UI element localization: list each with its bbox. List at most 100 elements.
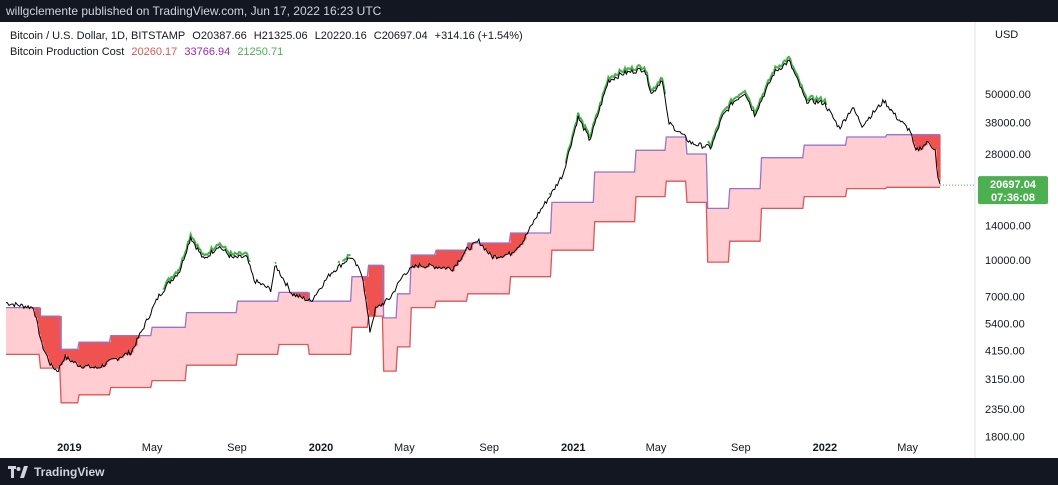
ohlc-open: O20387.66 [192,30,247,42]
deficit-segment [494,243,496,256]
deficit-segment [37,307,40,324]
deficit-segment [121,335,124,358]
deficit-segment [455,250,458,266]
deficit-segment [51,316,54,364]
deficit-segment [105,342,108,366]
ohlc-close: C20697.04 [373,30,428,42]
deficit-segment [90,342,93,368]
y-tick-label: 38000.00 [985,118,1031,130]
deficit-segment [922,134,925,147]
deficit-segment [369,265,372,317]
deficit-segment [434,255,437,269]
deficit-segment [108,342,110,361]
y-tick-label: 2350.00 [985,404,1025,416]
publish-note: willgclemente published on TradingView.c… [0,0,1058,22]
deficit-segment [458,250,461,261]
deficit-segment [61,349,64,365]
deficit-segment [79,342,82,367]
deficit-segment [411,255,414,268]
deficit-segment [520,233,523,245]
deficit-segment [481,243,484,246]
deficit-segment [491,243,494,256]
x-tick-label: Sep [227,442,247,454]
deficit-segment [381,265,383,307]
indicator-legend-row[interactable]: Bitcoin Production Cost 20260.17 33766.9… [10,44,527,60]
deficit-segment [103,342,106,367]
y-tick-label: 4150.00 [985,346,1025,358]
deficit-segment [48,316,51,362]
deficit-segment [106,342,109,362]
price-chart[interactable]: USD50000.0038000.0028000.0020000.0014000… [0,22,1058,458]
deficit-segment [109,342,112,360]
deficit-segment [98,342,101,368]
symbol-title: Bitcoin / U.S. Dollar, 1D, BITSTAMP [10,30,186,42]
deficit-segment [426,255,429,267]
deficit-segment [429,255,432,264]
chart-panel[interactable]: USD50000.0038000.0028000.0020000.0014000… [0,22,1058,458]
indicator-value-lower: 20260.17 [131,46,178,58]
deficit-segment [294,292,297,294]
deficit-segment [40,316,43,339]
price-change: +314.16 (+1.54%) [434,30,523,42]
deficit-segment [432,255,434,266]
deficit-segment [371,265,374,317]
deficit-segment [303,292,306,297]
deficit-segment [87,342,90,366]
tradingview-brand[interactable]: TradingView [8,464,104,480]
deficit-segment [433,255,436,267]
symbol-legend-row[interactable]: Bitcoin / U.S. Dollar, 1D, BITSTAMP O203… [10,28,527,44]
deficit-segment [125,335,128,353]
deficit-segment [488,243,491,254]
deficit-segment [928,134,931,142]
deficit-segment [306,292,309,301]
deficit-segment [438,250,441,267]
x-tick-label: 2022 [813,442,837,454]
deficit-segment [503,243,506,257]
deficit-segment [97,342,99,369]
brand-name: TradingView [34,465,105,479]
deficit-segment [523,233,525,242]
deficit-segment [367,276,370,311]
deficit-segment [513,233,516,253]
deficit-segment [69,349,72,360]
y-tick-label: 10000.00 [985,255,1031,267]
y-tick-label: 3150.00 [985,374,1025,386]
indicator-name: Bitcoin Production Cost [10,46,125,58]
deficit-segment [496,243,499,259]
y-tick-label: 1800.00 [985,432,1025,444]
deficit-segment [487,243,490,252]
deficit-segment [425,255,428,269]
deficit-segment [456,250,459,266]
x-tick-label: May [142,442,163,454]
deficit-segment [379,265,382,305]
deficit-segment [484,243,487,251]
deficit-segment [419,255,422,264]
tradingview-logo-icon [8,466,28,478]
deficit-segment [518,233,521,248]
deficit-segment [441,250,444,269]
deficit-segment [36,307,39,318]
y-tick-label: 50000.00 [985,89,1031,101]
deficit-segment [918,134,921,151]
deficit-segment [436,250,439,267]
deficit-segment [138,335,141,339]
deficit-segment [414,255,417,268]
deficit-segment [57,316,59,369]
deficit-segment [127,335,130,355]
y-tick-label: 14000.00 [985,220,1031,232]
deficit-segment [445,250,448,270]
deficit-segment [46,316,48,354]
last-price-value: 20697.04 [990,179,1037,191]
deficit-segment [132,335,135,349]
deficit-segment [110,335,113,360]
deficit-segment [502,243,505,258]
deficit-segment [422,255,425,267]
plot-background [0,22,975,458]
deficit-segment [914,134,917,147]
deficit-segment [101,342,104,368]
deficit-segment [449,250,452,269]
deficit-segment [114,335,117,359]
deficit-segment [368,265,371,317]
deficit-segment [73,349,76,363]
deficit-segment [933,134,936,150]
